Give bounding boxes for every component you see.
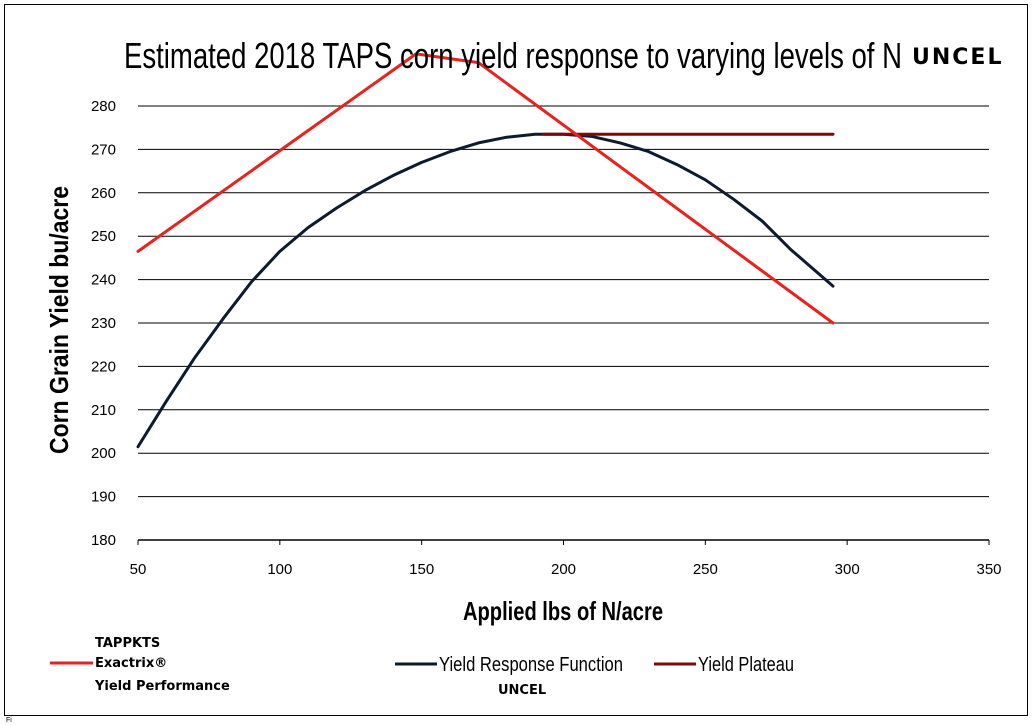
y-tick-label: 190 [91,489,116,506]
y-tick-label: 210 [91,402,116,419]
x-tick-label: 100 [267,561,292,578]
legend: TAPPKTS Exactrix® Yield Performance Yiel… [50,636,794,698]
legend-item-response: Yield Response Function UNCEL [395,654,623,698]
y-tick-label: 200 [91,445,116,462]
footnote: Fi [6,717,12,724]
x-tick-label: 150 [409,561,434,578]
y-tick-label: 220 [91,358,116,375]
y-tick-label: 280 [91,98,116,115]
y-tick-label: 240 [91,272,116,289]
legend-exactrix-line-1: TAPPKTS [95,636,160,651]
x-tick-label: 250 [693,561,718,578]
x-axis-label: Applied lbs of N/acre [463,596,663,626]
legend-exactrix-line-3: Yield Performance [94,679,230,694]
y-tick-label: 250 [91,228,116,245]
y-tick-label: 260 [91,185,116,202]
chart-title-text: Estimated 2018 TAPS corn yield response … [124,35,902,76]
legend-item-exactrix: TAPPKTS Exactrix® Yield Performance [50,636,230,694]
legend-exactrix-line-2: Exactrix® [95,656,167,671]
tick-labels: 180 190 200 210 220 230 240 250 260 270 280 50 100 15… [91,98,1002,578]
x-tick-label: 350 [976,561,1001,578]
chart-frame [4,4,1028,716]
x-tick-label: 300 [835,561,860,578]
legend-item-plateau: Yield Plateau [654,654,794,676]
series-line-response [136,132,835,449]
legend-response-sublabel: UNCEL [498,683,546,698]
legend-plateau-label: Yield Plateau [698,654,794,676]
series-line-exactrix [136,52,835,325]
series-lines [136,52,835,449]
y-axis-label: Corn Grain Yield bu/acre [44,186,74,454]
y-tick-label: 230 [91,315,116,332]
x-tick-label: 50 [130,561,147,578]
legend-response-label: Yield Response Function [439,654,623,676]
chart-title: Estimated 2018 TAPS corn yield response … [124,35,1003,76]
x-tick-label: 200 [551,561,576,578]
chart-title-suffix: UNCEL [912,45,1003,70]
y-tick-label: 180 [91,532,116,549]
y-tick-label: 270 [91,141,116,158]
gridlines [137,105,990,545]
